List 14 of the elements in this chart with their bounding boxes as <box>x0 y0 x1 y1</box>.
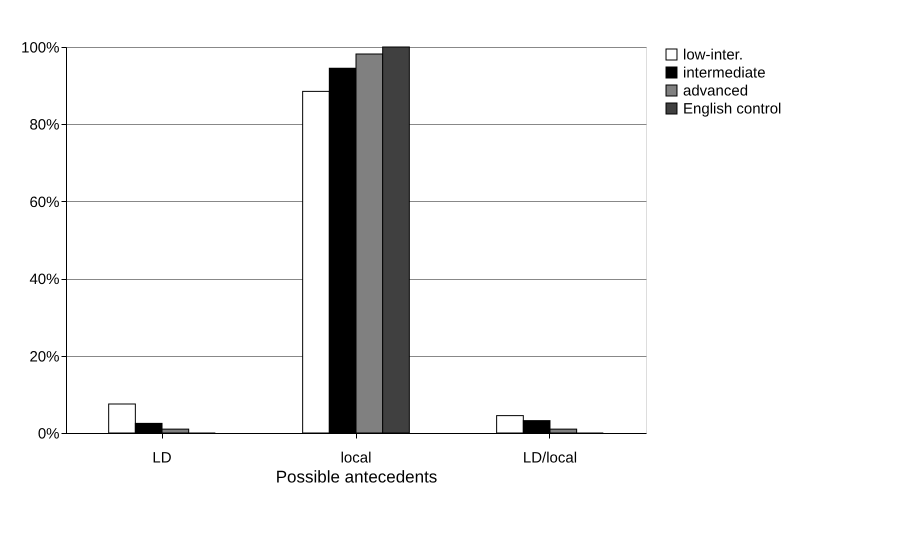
x-tick-label: LD/local <box>522 450 578 466</box>
x-tick-label: local <box>340 450 372 466</box>
y-tick-label: 60% <box>29 194 60 211</box>
x-axis-title: Possible antecedents <box>276 468 438 486</box>
legend-label: advanced <box>683 82 748 100</box>
legend-label: English control <box>683 100 782 118</box>
legend-label: intermediate <box>683 64 766 82</box>
x-tick-label: LD <box>152 450 172 466</box>
y-tick-label: 20% <box>29 348 60 366</box>
y-tick-label: 100% <box>21 40 60 56</box>
y-tick-label: 80% <box>29 116 60 134</box>
y-tick-label: 0% <box>38 426 60 442</box>
legend-label: low-inter. <box>683 46 744 64</box>
y-tick-label: 40% <box>29 271 60 288</box>
